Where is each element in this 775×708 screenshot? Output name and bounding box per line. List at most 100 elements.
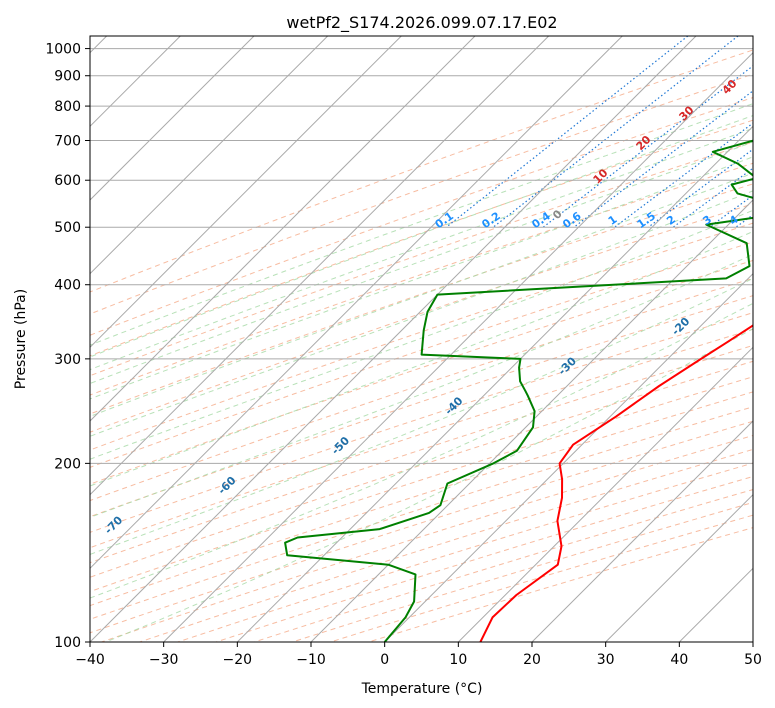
mixing-ratio-label: 0.2 <box>479 209 502 231</box>
isotherm <box>163 51 753 642</box>
y-axis: 100 200 300 400 500 600 700 800 900 1000 <box>45 42 90 651</box>
moist-adiabat-label: -70 <box>102 513 125 536</box>
mixing-ratio-label: 6 <box>766 213 775 228</box>
dry-adiabat <box>90 141 753 377</box>
isotherm <box>605 493 753 642</box>
isotherm <box>531 420 753 642</box>
mixing-ratio-line <box>445 36 689 228</box>
isotherm <box>90 36 550 496</box>
x-axis-label: Temperature (°C) <box>361 681 483 697</box>
isotherm <box>90 36 255 201</box>
moist-adiabat <box>90 277 753 555</box>
y-tick-label: 600 <box>54 173 81 189</box>
y-axis-label: Pressure (hPa) <box>13 289 29 389</box>
dry-adiabat <box>90 183 753 415</box>
y-tick-label: 800 <box>54 99 81 115</box>
x-tick-label: −30 <box>149 652 179 668</box>
isotherm <box>310 199 753 642</box>
isotherm <box>90 36 623 570</box>
plot-frame <box>89 35 754 643</box>
moist-adiabat <box>90 172 753 417</box>
isotherm <box>90 36 402 349</box>
x-tick-label: −20 <box>223 652 253 668</box>
moist-adiabat <box>90 103 753 346</box>
y-tick-label: 300 <box>54 352 81 368</box>
moist-adiabat-label: -50 <box>329 434 352 457</box>
moist-adiabat <box>90 127 753 371</box>
dry-adiabat <box>90 277 753 502</box>
y-tick-label: 200 <box>54 456 81 472</box>
dry-adiabat <box>90 360 753 578</box>
moist-adiabat-label: -40 <box>442 394 465 417</box>
mixing-ratio-line <box>492 36 739 228</box>
x-tick-label: 50 <box>744 652 762 668</box>
chart-title: wetPf2_S174.2026.099.07.17.E02 <box>286 13 557 33</box>
dry-adiabat <box>90 328 753 549</box>
dry-adiabat <box>90 391 753 607</box>
dry-adiabat <box>90 295 753 518</box>
background-lines <box>90 36 753 642</box>
isotherm <box>752 641 753 642</box>
moist-adiabat <box>105 328 753 642</box>
mixing-ratio-line <box>735 214 753 228</box>
moist-adiabat <box>90 253 753 518</box>
y-tick-label: 700 <box>54 133 81 149</box>
isotherm <box>457 346 753 642</box>
mixing-ratio-label: 1.5 <box>635 209 658 231</box>
temperature-profile <box>479 324 753 642</box>
isotherm <box>236 125 753 642</box>
moist-adiabat <box>90 302 753 599</box>
dewpoint-profile <box>284 139 753 642</box>
x-tick-label: 20 <box>523 652 541 668</box>
x-tick-label: −40 <box>75 652 105 668</box>
dry-adiabat <box>90 203 753 433</box>
moist-adiabat-label: -60 <box>215 474 238 497</box>
moist-adiabat <box>90 156 753 400</box>
mixing-ratio-label: 1 <box>606 213 620 228</box>
dry-adiabat-label: 10 <box>591 166 611 186</box>
moist-adiabat <box>90 190 753 437</box>
y-tick-label: 1000 <box>45 42 81 58</box>
dry-adiabat <box>368 527 753 642</box>
dry-adiabat-label: 20 <box>634 133 654 153</box>
dry-adiabat <box>90 49 753 293</box>
mixing-ratio-label: 0.6 <box>560 209 584 231</box>
dry-adiabat <box>90 119 753 357</box>
dry-adiabat <box>90 376 753 593</box>
mixing-ratio-line <box>614 122 753 228</box>
dry-adiabat <box>177 462 753 642</box>
moist-adiabat-label: -80 <box>0 553 12 576</box>
pressure-grid <box>90 36 753 642</box>
moist-adiabat <box>90 230 753 487</box>
y-tick-label: 100 <box>54 635 81 651</box>
dry-adiabat <box>90 73 753 315</box>
x-tick-label: 10 <box>449 652 467 668</box>
dry-adiabat <box>90 312 753 533</box>
mixing-ratio-label: 2 <box>664 213 678 228</box>
dry-adiabat <box>90 241 753 468</box>
dry-adiabat <box>292 501 753 642</box>
x-tick-label: 0 <box>380 652 389 668</box>
series-layer <box>284 139 753 642</box>
isotherm <box>384 272 753 642</box>
x-tick-label: 40 <box>670 652 688 668</box>
dry-adiabat <box>90 162 753 396</box>
isotherm <box>678 567 753 642</box>
x-tick-label: 30 <box>597 652 615 668</box>
dry-adiabat <box>90 97 753 336</box>
isotherm <box>90 36 476 422</box>
x-tick-label: −10 <box>296 652 326 668</box>
dry-adiabat <box>90 344 753 564</box>
moist-adiabat-label: -30 <box>556 354 579 377</box>
dry-adiabat <box>90 222 753 451</box>
mixing-ratio-line <box>708 194 753 228</box>
dry-adiabat <box>330 514 753 642</box>
mixing-ratio-line <box>542 65 753 228</box>
dry-adiabat <box>90 259 753 485</box>
moist-adiabat-label: -20 <box>669 315 692 338</box>
moist-adiabat <box>90 115 753 358</box>
x-axis: −40 −30 −20 −10 0 10 20 30 40 50 <box>75 642 762 668</box>
y-tick-label: 900 <box>54 69 81 85</box>
moist-adiabat <box>90 209 753 460</box>
